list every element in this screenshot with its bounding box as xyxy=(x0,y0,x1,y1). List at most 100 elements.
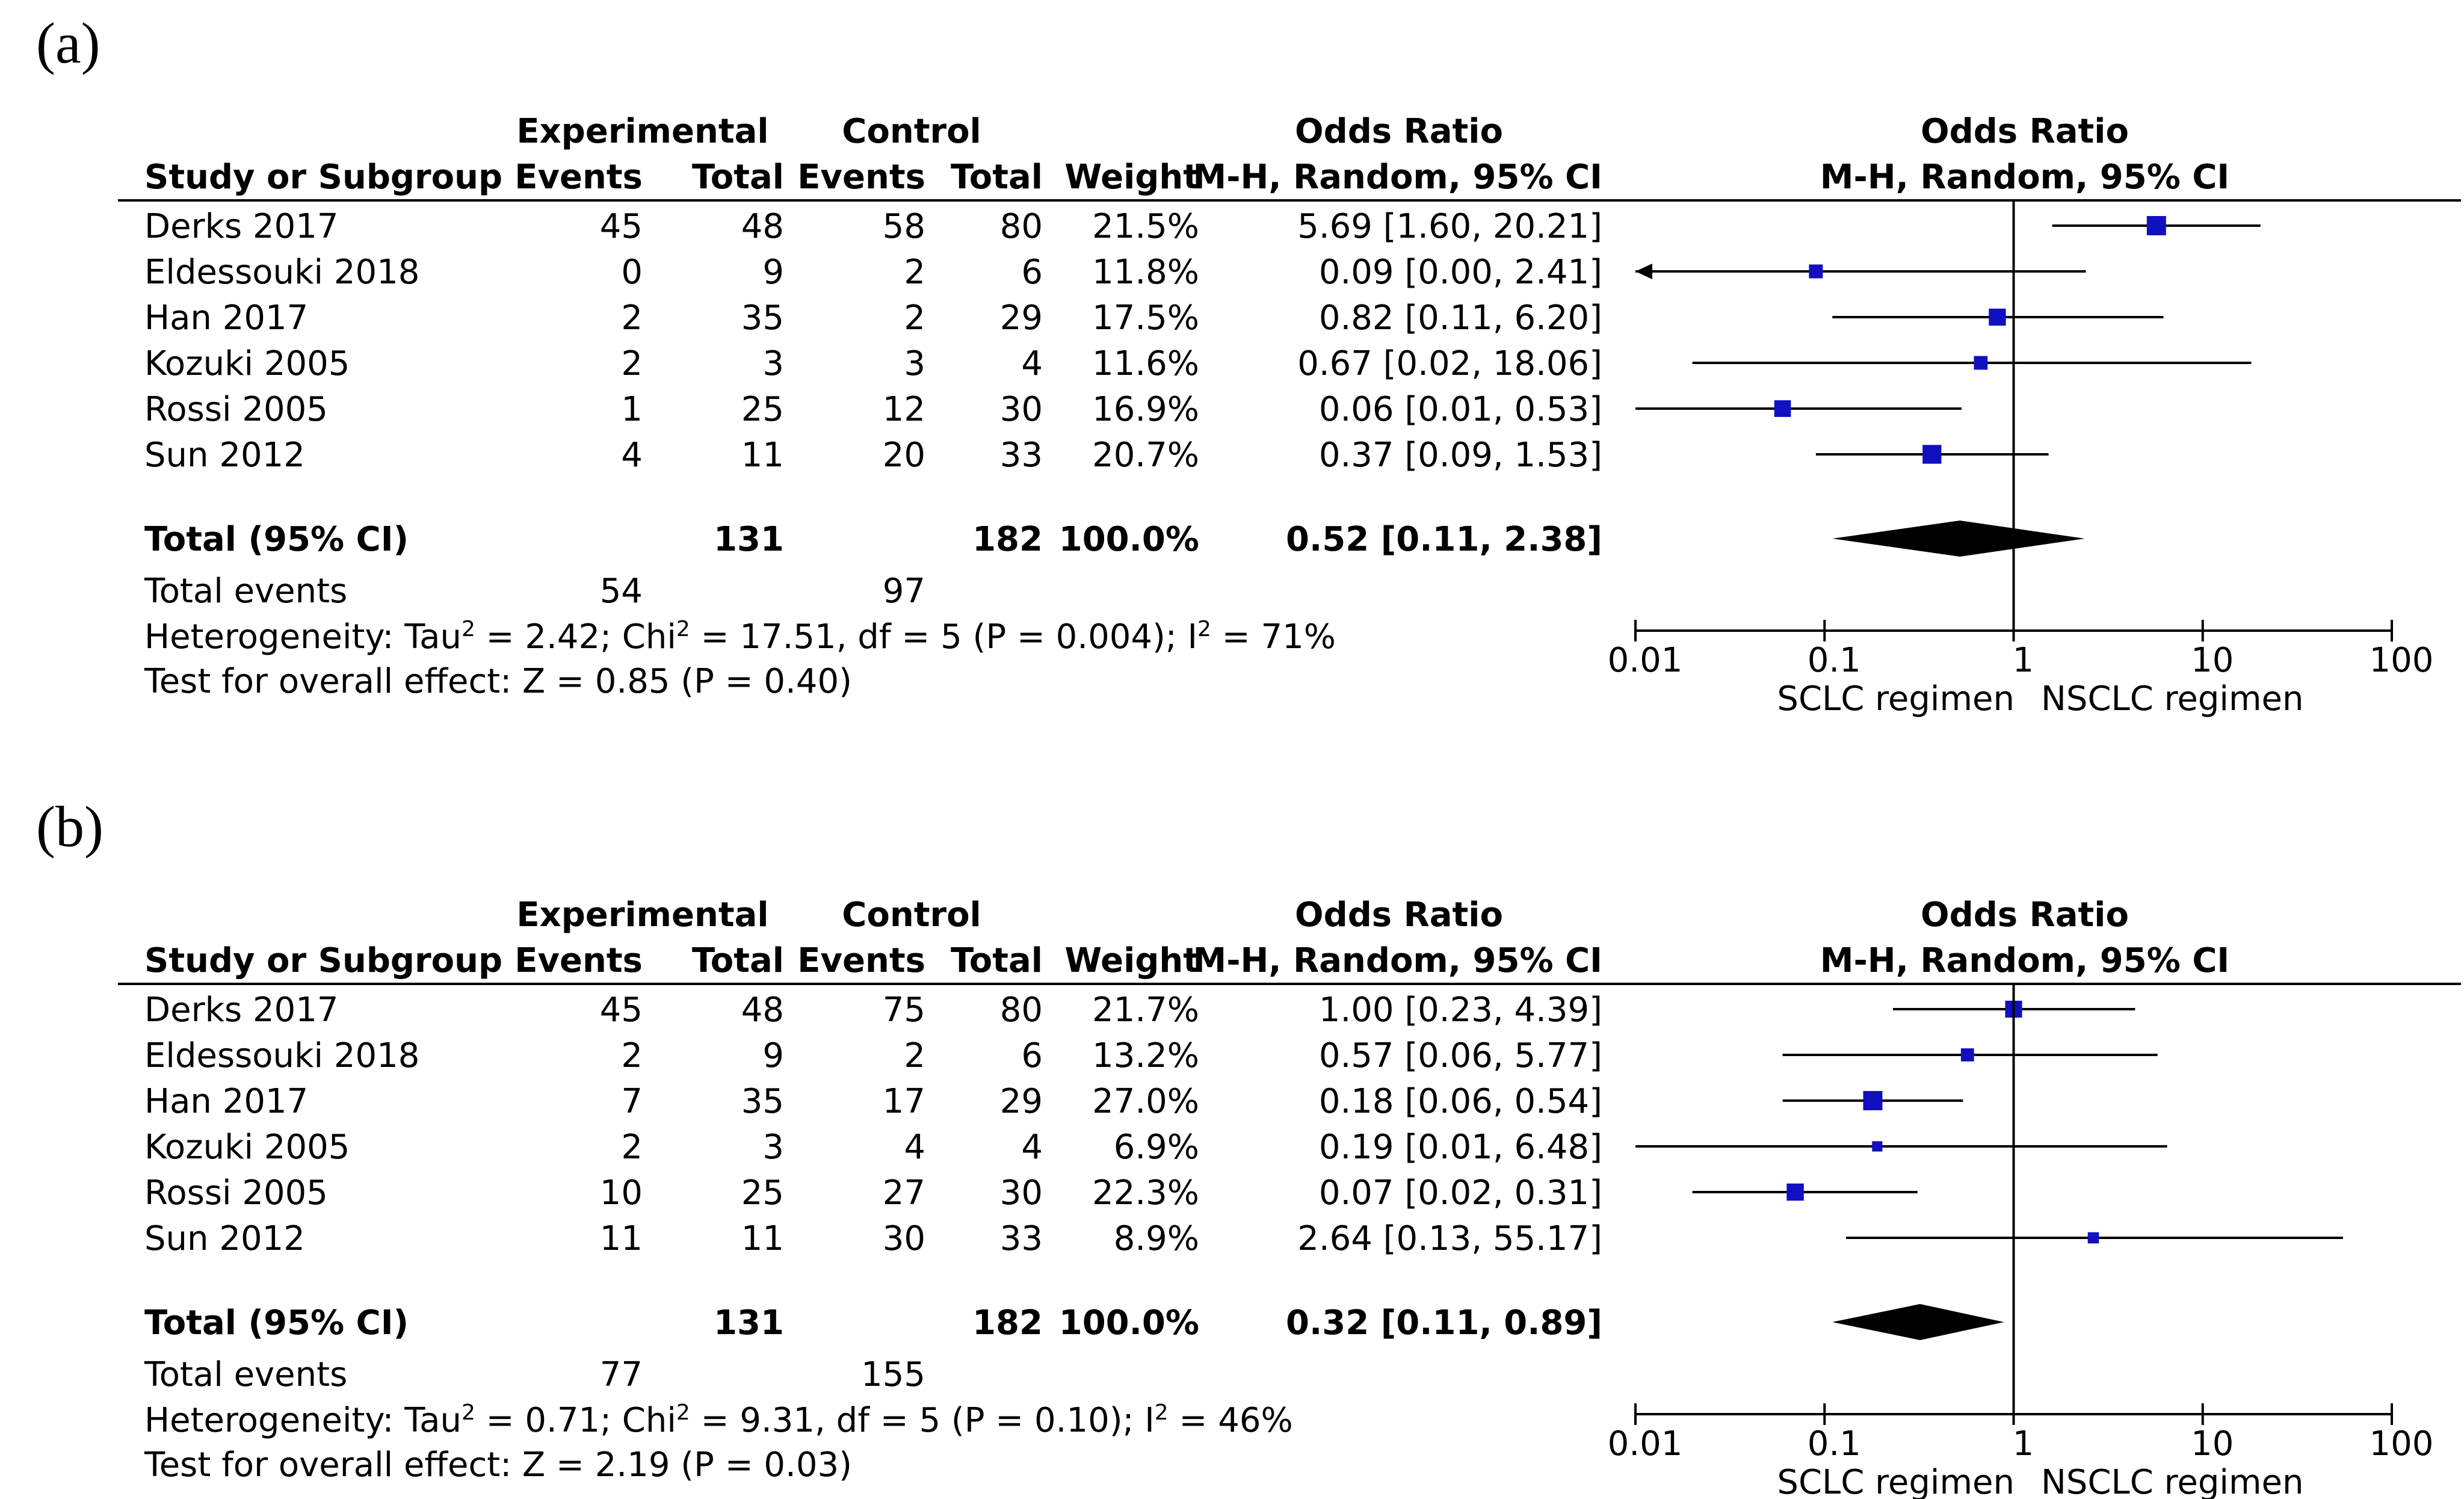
study-weight: 8.9% xyxy=(1114,1219,1199,1258)
study-row: Derks 2017 45 48 75 80 21.7% 1.00 [0.23, 4.39] xyxy=(144,991,2135,1030)
total-row: Total (95% CI) 131 182 100.0% 0.32 [0.11, 0.… xyxy=(144,1303,2004,1343)
total-weight: 100.0% xyxy=(1059,1303,1199,1343)
x-tick-label: 0.1 xyxy=(1808,641,1861,680)
header-exp-events: Events xyxy=(514,941,643,980)
study-name: Han 2017 xyxy=(144,298,308,338)
study-row: Kozuki 2005 2 3 4 4 6.9% 0.19 [0.01, 6.48] xyxy=(144,1128,2167,1167)
effect-marker xyxy=(1809,264,1823,279)
header-ctrl-total: Total xyxy=(951,158,1043,197)
ctrl-total: 33 xyxy=(1000,1219,1043,1258)
header-weight: Weight xyxy=(1064,158,1199,197)
heterogeneity-fragment: = xyxy=(1211,617,1261,657)
exp-events: 2 xyxy=(621,1128,643,1167)
heterogeneity-text: Heterogeneity: Tau2 = 0.71; Chi2 = 9.31,… xyxy=(144,1400,1293,1441)
header-control: Control xyxy=(842,112,981,151)
ctrl-total: 30 xyxy=(1000,390,1043,429)
effect-marker xyxy=(1872,1141,1883,1152)
total-ci: 0.32 [0.11, 0.89] xyxy=(1286,1303,1602,1343)
header-method: M-H, Random, 95% CI xyxy=(1193,158,1602,197)
superscript-2: 2 xyxy=(462,617,475,641)
heterogeneity-fragment: , df = xyxy=(836,617,940,657)
heterogeneity-tau2: 0.71 xyxy=(525,1401,600,1440)
ctrl-total: 6 xyxy=(1021,253,1043,292)
heterogeneity-fragment: ; Chi xyxy=(600,617,676,657)
heterogeneity-fragment: (P = xyxy=(962,617,1056,657)
pooled-diamond xyxy=(1832,521,2085,557)
study-name: Derks 2017 xyxy=(144,991,339,1030)
study-name: Rossi 2005 xyxy=(144,390,328,429)
header-experimental: Experimental xyxy=(516,895,768,935)
heterogeneity-fragment: = xyxy=(690,1401,740,1440)
heterogeneity-i2: 46% xyxy=(1218,1401,1292,1440)
total-row: Total (95% CI) 131 182 100.0% 0.52 [0.11, 2.… xyxy=(144,520,2085,559)
ctrl-total: 4 xyxy=(1021,344,1043,383)
heterogeneity-fragment: = xyxy=(690,617,740,657)
study-weight: 13.2% xyxy=(1092,1036,1199,1075)
odds-ratio-ci: 2.64 [0.13, 55.17] xyxy=(1297,1219,1602,1258)
study-name: Sun 2012 xyxy=(144,436,305,475)
heterogeneity-fragment: = xyxy=(1169,1401,1218,1440)
odds-ratio-ci: 0.06 [0.01, 0.53] xyxy=(1319,390,1602,429)
odds-ratio-ci: 1.00 [0.23, 4.39] xyxy=(1319,991,1602,1030)
header-exp-events: Events xyxy=(514,158,643,197)
overall-effect-text: Test for overall effect: Z = 2.19 (P = 0… xyxy=(144,1445,852,1485)
x-tick-label: 100 xyxy=(2370,641,2434,680)
heterogeneity-fragment: = xyxy=(475,1401,525,1440)
study-weight: 17.5% xyxy=(1092,298,1199,338)
header-odds-ratio: Odds Ratio xyxy=(1295,895,1503,935)
total-weight: 100.0% xyxy=(1059,520,1199,559)
effect-marker xyxy=(1960,1048,1974,1062)
study-row: Eldessouki 2018 2 9 2 6 13.2% 0.57 [0.06, 5.77… xyxy=(144,1036,2158,1075)
header-method: M-H, Random, 95% CI xyxy=(1193,941,1602,980)
exp-events: 10 xyxy=(600,1173,643,1213)
x-tick-label: 0.01 xyxy=(1608,1424,1683,1463)
study-weight: 16.9% xyxy=(1092,390,1199,429)
x-tick-label: 1 xyxy=(2013,1424,2034,1463)
exp-events: 2 xyxy=(621,1036,643,1075)
effect-marker xyxy=(1989,308,2006,326)
ctrl-events: 3 xyxy=(904,344,925,383)
header-plot-odds-ratio: Odds Ratio xyxy=(1921,895,2129,935)
heterogeneity-i2: 71% xyxy=(1261,617,1335,657)
total-events-ctrl: 97 xyxy=(883,572,925,611)
ctrl-events: 2 xyxy=(904,253,925,292)
study-row: Rossi 2005 10 25 27 30 22.3% 0.07 [0.02, 0.31] xyxy=(144,1173,1918,1213)
header-experimental: Experimental xyxy=(516,112,768,151)
odds-ratio-ci: 5.69 [1.60, 20.21] xyxy=(1297,207,1602,246)
odds-ratio-ci: 0.09 [0.00, 2.41] xyxy=(1319,253,1602,292)
ctrl-total: 30 xyxy=(1000,1173,1043,1213)
panel-label: (b) xyxy=(36,794,103,859)
exp-events: 0 xyxy=(621,253,643,292)
study-name: Han 2017 xyxy=(144,1082,308,1121)
study-weight: 21.7% xyxy=(1092,991,1199,1030)
ctrl-events: 2 xyxy=(904,1036,925,1075)
exp-total: 3 xyxy=(762,1128,784,1167)
effect-marker xyxy=(1974,356,1988,370)
x-tick-label: 10 xyxy=(2191,641,2234,680)
total-events-label: Total events xyxy=(144,1355,347,1394)
exp-total: 35 xyxy=(741,1082,784,1121)
effect-marker xyxy=(2146,216,2166,235)
ctrl-total: 6 xyxy=(1021,1036,1043,1075)
study-row: Han 2017 2 35 2 29 17.5% 0.82 [0.11, 6.20] xyxy=(144,298,2164,338)
study-row: Kozuki 2005 2 3 3 4 11.6% 0.67 [0.02, 18.06] xyxy=(144,344,2252,383)
odds-ratio-ci: 0.67 [0.02, 18.06] xyxy=(1297,344,1602,383)
total-ci: 0.52 [0.11, 2.38] xyxy=(1286,520,1602,559)
ctrl-events: 58 xyxy=(883,207,925,246)
ctrl-events: 30 xyxy=(883,1219,925,1258)
study-row: Eldessouki 2018 0 9 2 6 11.8% 0.09 [0.00, 2.41… xyxy=(144,253,2086,292)
forest-panel-a: (a) Experimental Control Odds Ratio Odds Rat… xyxy=(36,11,2461,719)
header-study: Study or Subgroup xyxy=(144,158,502,197)
superscript-2: 2 xyxy=(676,1400,690,1425)
odds-ratio-ci: 0.07 [0.02, 0.31] xyxy=(1319,1173,1602,1213)
ctrl-total: 4 xyxy=(1021,1128,1043,1167)
total-label: Total (95% CI) xyxy=(144,520,409,559)
axis-left-label: SCLC regimen xyxy=(1777,1463,2015,1499)
header-ctrl-events: Events xyxy=(797,941,925,980)
total-events-exp: 77 xyxy=(600,1355,643,1394)
exp-total: 25 xyxy=(741,1173,784,1213)
header-plot-method: M-H, Random, 95% CI xyxy=(1820,158,2230,197)
total-ctrl: 182 xyxy=(972,1303,1043,1343)
study-weight: 22.3% xyxy=(1092,1173,1199,1213)
